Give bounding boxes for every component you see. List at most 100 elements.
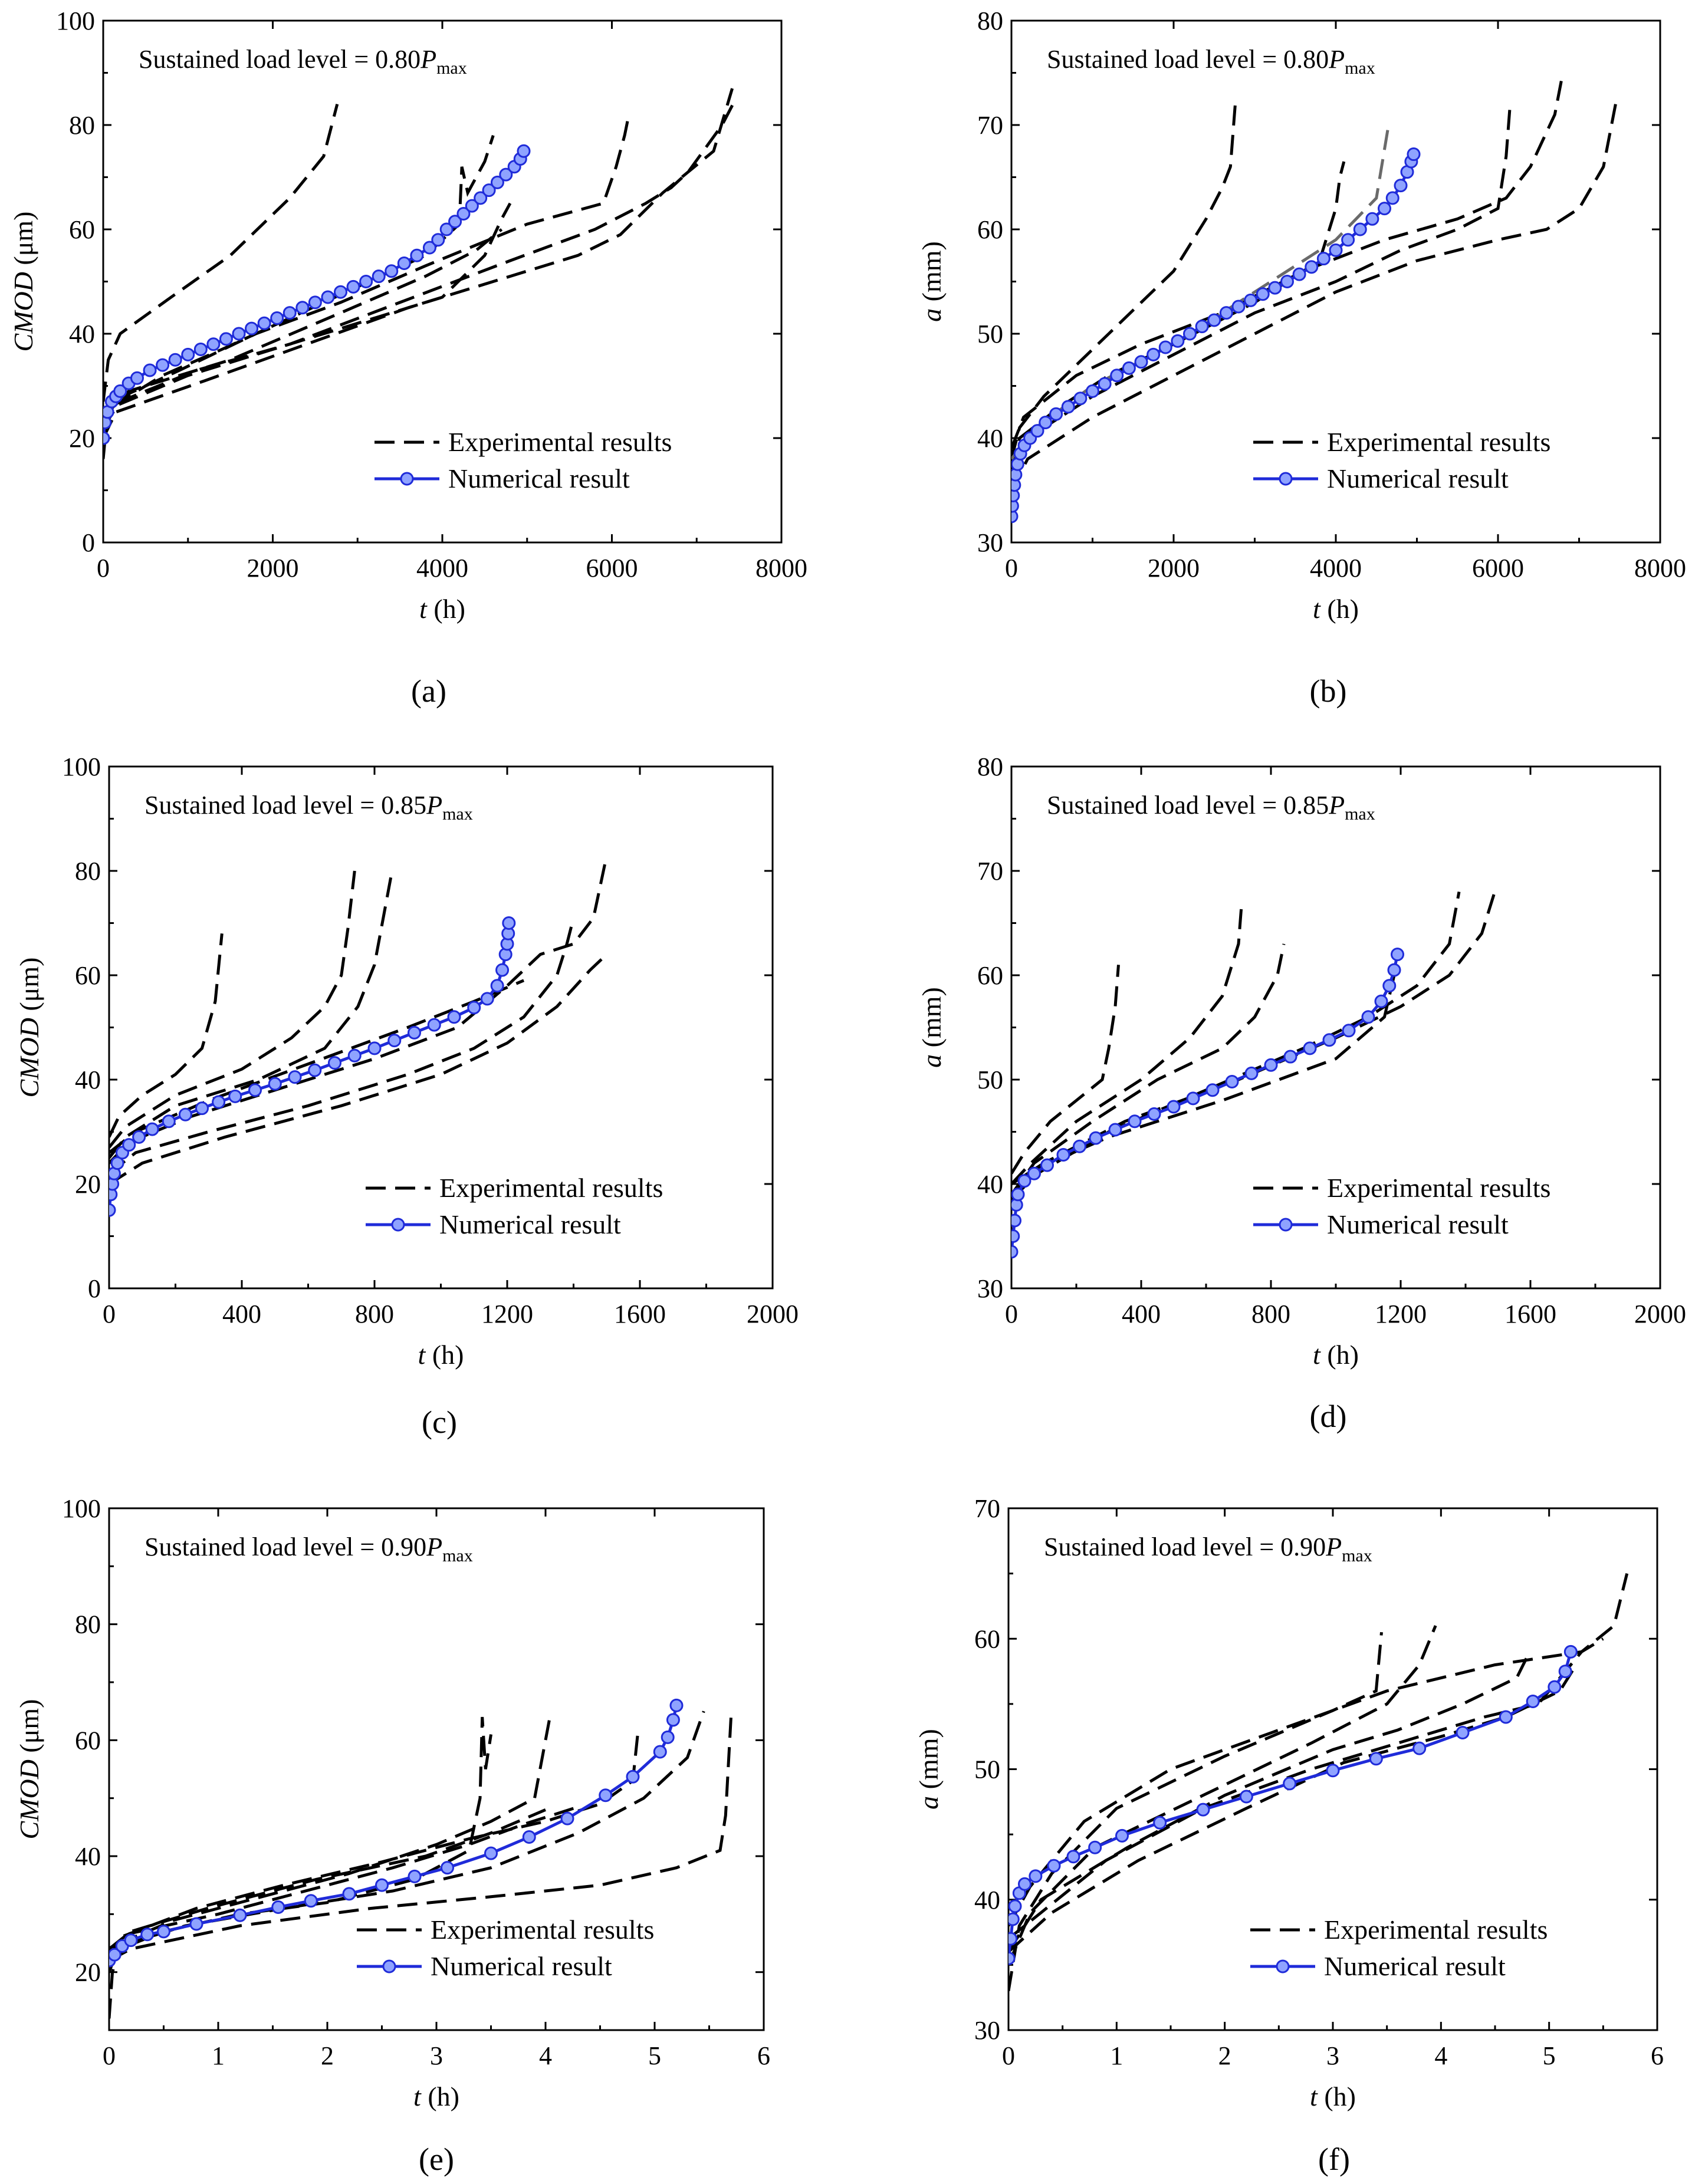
numerical-point [195, 1101, 209, 1116]
legend-experimental-label: Experimental results [448, 427, 672, 457]
legend-numerical-label: Numerical result [431, 1951, 612, 1981]
x-tick-label: 4000 [416, 554, 468, 583]
numerical-point [1011, 509, 1019, 524]
x-tick-label: 3 [1326, 2041, 1339, 2070]
numerical-point [113, 384, 127, 398]
chart-panel-4: 0 400 800 1200 1600 2000 30 40 50 60 70 80 t (h) a (m… [916, 752, 1686, 1434]
y-tick-label: 80 [75, 857, 101, 886]
y-axis-unit: (μm) [14, 957, 44, 1018]
y-tick-label: 20 [75, 1958, 101, 1987]
numerical-point [268, 1077, 282, 1091]
numerical-point [132, 1130, 146, 1144]
numerical-point [408, 1869, 422, 1883]
legend: Experimental results Numerical result [366, 1173, 663, 1239]
numerical-point [1018, 1877, 1031, 1891]
numerical-point [422, 241, 436, 255]
numerical-point [661, 1730, 675, 1744]
numerical-point [1361, 1010, 1375, 1024]
numerical-point [103, 431, 110, 445]
x-axis-variable: t [1313, 594, 1321, 624]
y-axis-variable: a [916, 308, 947, 322]
y-tick-label: 80 [69, 111, 95, 140]
numerical-point [1122, 361, 1136, 375]
numerical-point [295, 301, 310, 315]
y-tick-label: 80 [977, 6, 1003, 35]
numerical-point [347, 1048, 362, 1063]
plot-area [109, 854, 609, 1217]
numerical-point [1008, 1932, 1018, 1946]
numerical-point [1047, 1859, 1061, 1873]
numerical-point [410, 248, 424, 262]
numerical-point [1412, 1741, 1427, 1755]
numerical-point [1225, 1075, 1239, 1089]
y-axis-variable: CMOD [8, 272, 38, 351]
load-annotation: Sustained load level = 0.85Pmax [144, 791, 473, 824]
numerical-point [1089, 1131, 1103, 1145]
x-axis-variable: t [1313, 1340, 1321, 1370]
x-tick-label: 800 [1251, 1300, 1290, 1328]
y-axis-title: a (mm) [914, 1729, 944, 1810]
experimental-series-2 [109, 870, 356, 1149]
numerical-point [1378, 202, 1391, 216]
numerical-point [560, 1811, 574, 1826]
x-axis-title: t (h) [1310, 2081, 1356, 2111]
numerical-point [206, 337, 221, 351]
numerical-point [1011, 1188, 1025, 1202]
load-annotation: Sustained load level = 0.85Pmax [1047, 791, 1375, 824]
annotation-symbol: P [426, 791, 442, 820]
numerical-point [1499, 1710, 1513, 1724]
numerical-point [1167, 1100, 1181, 1114]
annotation-subscript: max [1342, 1546, 1372, 1565]
x-axis-variable: t [419, 594, 428, 624]
y-tick-label: 70 [974, 1494, 1000, 1523]
numerical-point [1011, 1245, 1019, 1259]
load-annotation: Sustained load level = 0.90Pmax [1044, 1532, 1372, 1565]
numerical-series [1011, 954, 1399, 1252]
numerical-point [328, 1056, 341, 1070]
x-tick-label: 8000 [755, 554, 807, 583]
experimental-series-5 [103, 88, 734, 439]
numerical-point [1017, 1174, 1031, 1188]
x-tick-label: 6 [757, 2041, 770, 2070]
x-tick-label: 4000 [1310, 554, 1362, 583]
experimental-series-2 [1011, 902, 1243, 1185]
numerical-point [474, 191, 488, 205]
x-tick-label: 2 [1218, 2041, 1231, 2070]
experimental-series-1 [1008, 1632, 1383, 1992]
y-tick-label: 60 [75, 1726, 101, 1755]
numerical-point [271, 1900, 285, 1915]
numerical-point [1040, 1158, 1054, 1172]
numerical-point [1305, 260, 1319, 274]
y-axis-variable: CMOD [14, 1759, 44, 1839]
y-tick-label: 80 [75, 1610, 101, 1639]
x-tick-label: 2000 [1148, 554, 1200, 583]
numerical-point [447, 1010, 461, 1024]
numerical-point [517, 144, 531, 158]
numerical-point [346, 279, 360, 294]
numerical-point [375, 1878, 389, 1892]
numerical-point [1066, 1850, 1080, 1864]
y-tick-label: 80 [977, 752, 1003, 781]
plot-area [103, 88, 737, 459]
numerical-point [1061, 400, 1075, 414]
y-tick-label: 40 [977, 1170, 1003, 1199]
annotation-prefix: Sustained load level = 0.85 [1047, 791, 1329, 820]
chart-panel-3: 0 400 800 1200 1600 2000 0 20 40 60 80 100 t (h) CMOD… [14, 752, 799, 1440]
x-axis-title: t (h) [419, 594, 465, 624]
numerical-point [1382, 979, 1397, 993]
legend-numerical-label: Numerical result [439, 1209, 621, 1239]
chart-panel-2: 0 2000 4000 6000 8000 30 40 50 60 70 80 t (h) a (mm)… [916, 6, 1686, 709]
numerical-point [1196, 1803, 1210, 1817]
numerical-point [484, 1846, 498, 1860]
legend-experimental-label: Experimental results [1324, 1915, 1548, 1945]
y-tick-label: 70 [977, 857, 1003, 886]
numerical-point [1030, 424, 1044, 438]
numerical-point [1268, 281, 1282, 295]
x-axis-variable: t [413, 2081, 422, 2111]
annotation-prefix: Sustained load level = 0.80 [139, 45, 420, 74]
y-tick-label: 40 [977, 424, 1003, 453]
numerical-point [1153, 1815, 1167, 1830]
numerical-point [1008, 1912, 1020, 1926]
numerical-point [189, 1917, 203, 1931]
numerical-point [1207, 313, 1221, 327]
